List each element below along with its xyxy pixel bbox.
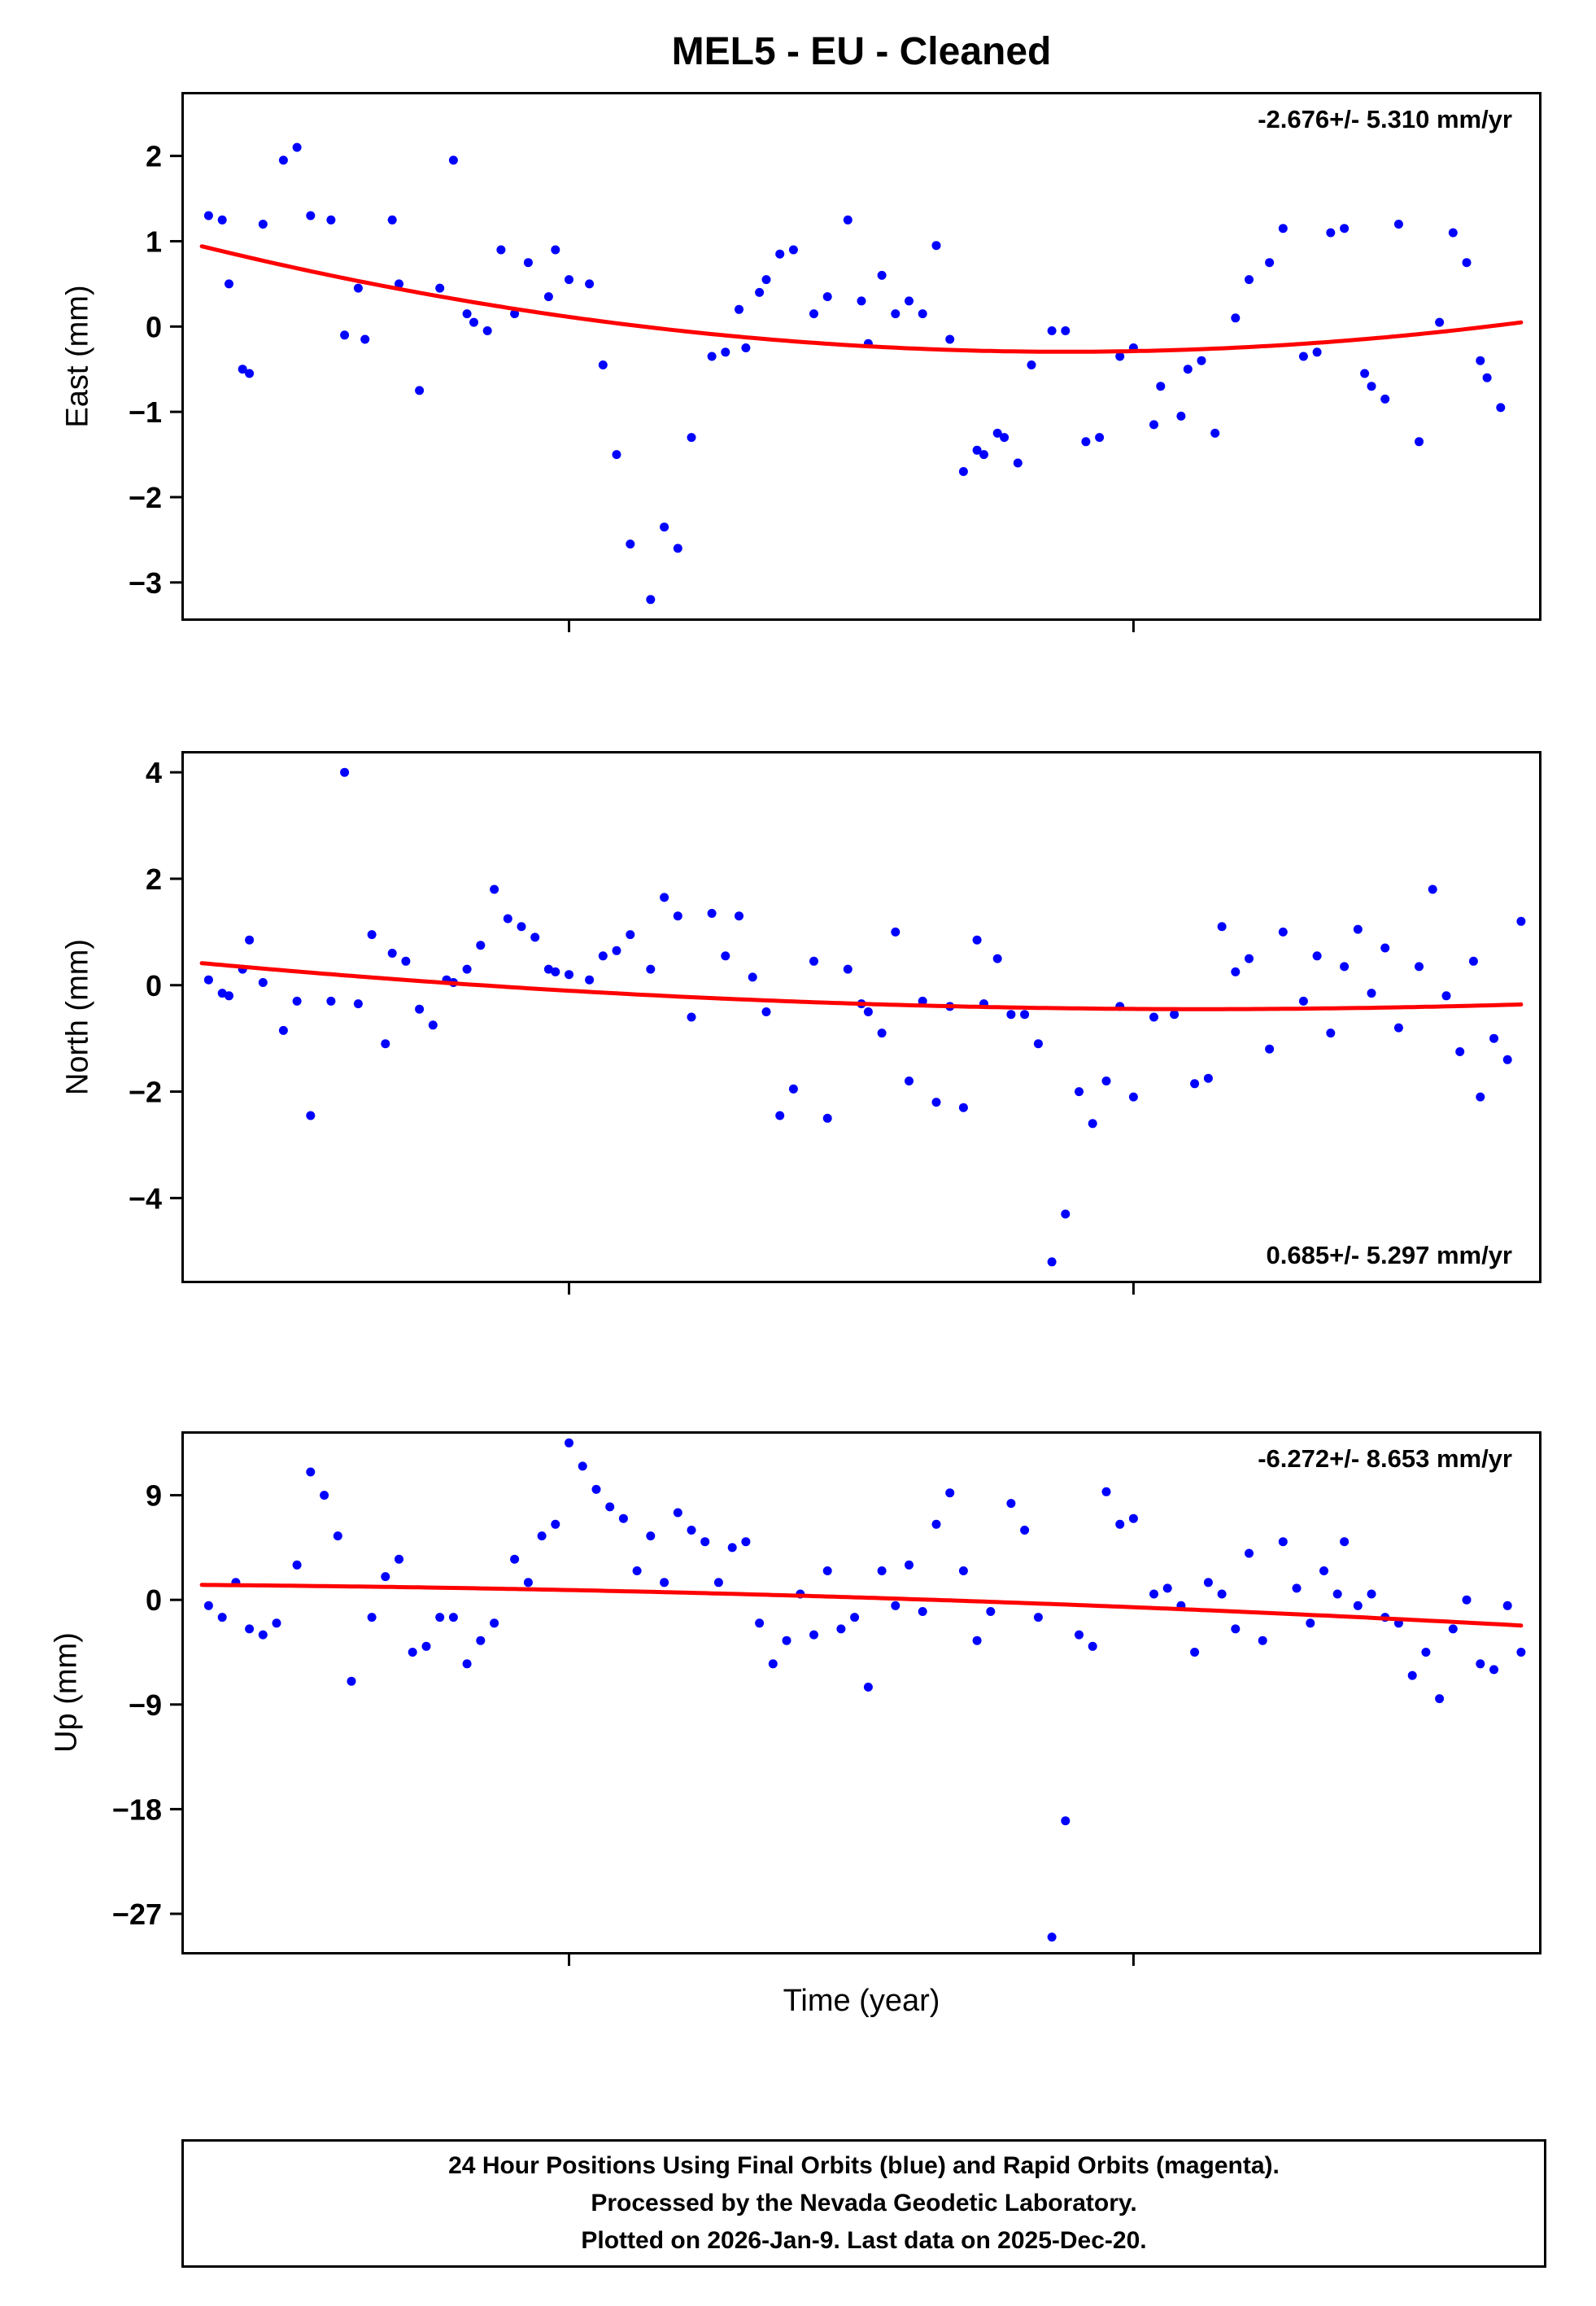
footer-line-3: Plotted on 2026-Jan-9. Last data on 2025… bbox=[581, 2227, 1147, 2254]
east-rate-annotation: -2.676+/- 5.310 mm/yr bbox=[1258, 105, 1512, 133]
svg-text:−27: −27 bbox=[112, 1898, 162, 1931]
svg-text:−9: −9 bbox=[129, 1688, 162, 1722]
svg-text:0: 0 bbox=[146, 969, 162, 1002]
north-rate-annotation: 0.685+/- 5.297 mm/yr bbox=[1266, 1241, 1512, 1269]
svg-text:9: 9 bbox=[146, 1479, 162, 1513]
east-panel: 2 1 0 −1 −2 −3 -2.676+/- 5.310 mm/yr bbox=[129, 92, 1541, 632]
up-plot-svg: 9 0 −9 −18 −27 bbox=[112, 1431, 1541, 1966]
svg-text:−2: −2 bbox=[129, 481, 162, 514]
north-axis-label: North (mm) bbox=[60, 938, 95, 1096]
svg-text:2: 2 bbox=[146, 863, 162, 896]
east-plot-svg: 2 1 0 −1 −2 −3 bbox=[129, 92, 1541, 632]
page-title: MEL5 - EU - Cleaned bbox=[671, 30, 1052, 73]
svg-text:4: 4 bbox=[146, 756, 162, 789]
svg-text:−1: −1 bbox=[129, 395, 162, 429]
up-axis-label: Up (mm) bbox=[49, 1632, 84, 1753]
footer-line-2: Processed by the Nevada Geodetic Laborat… bbox=[591, 2190, 1137, 2216]
up-panel: 9 0 −9 −18 −27 -6.272+/- 8.653 mm/yr bbox=[112, 1431, 1541, 1966]
north-panel: 4 2 0 −2 −4 0.685+/- 5.297 mm/yr bbox=[129, 751, 1541, 1295]
up-rate-annotation: -6.272+/- 8.653 mm/yr bbox=[1258, 1444, 1512, 1473]
x-axis-label: Time (year) bbox=[783, 1984, 940, 2018]
svg-text:−4: −4 bbox=[129, 1181, 162, 1215]
north-plot-svg: 4 2 0 −2 −4 bbox=[129, 751, 1541, 1295]
east-axis-label: East (mm) bbox=[60, 285, 95, 428]
footer-box: 24 Hour Positions Using Final Orbits (bl… bbox=[181, 2139, 1546, 2268]
svg-text:0: 0 bbox=[146, 310, 162, 343]
svg-text:0: 0 bbox=[146, 1583, 162, 1617]
footer-line-1: 24 Hour Positions Using Final Orbits (bl… bbox=[448, 2152, 1280, 2179]
svg-text:1: 1 bbox=[146, 225, 162, 258]
svg-text:−2: −2 bbox=[129, 1076, 162, 1109]
svg-text:−18: −18 bbox=[112, 1793, 162, 1826]
svg-text:2: 2 bbox=[146, 140, 162, 173]
svg-text:−3: −3 bbox=[129, 566, 162, 600]
